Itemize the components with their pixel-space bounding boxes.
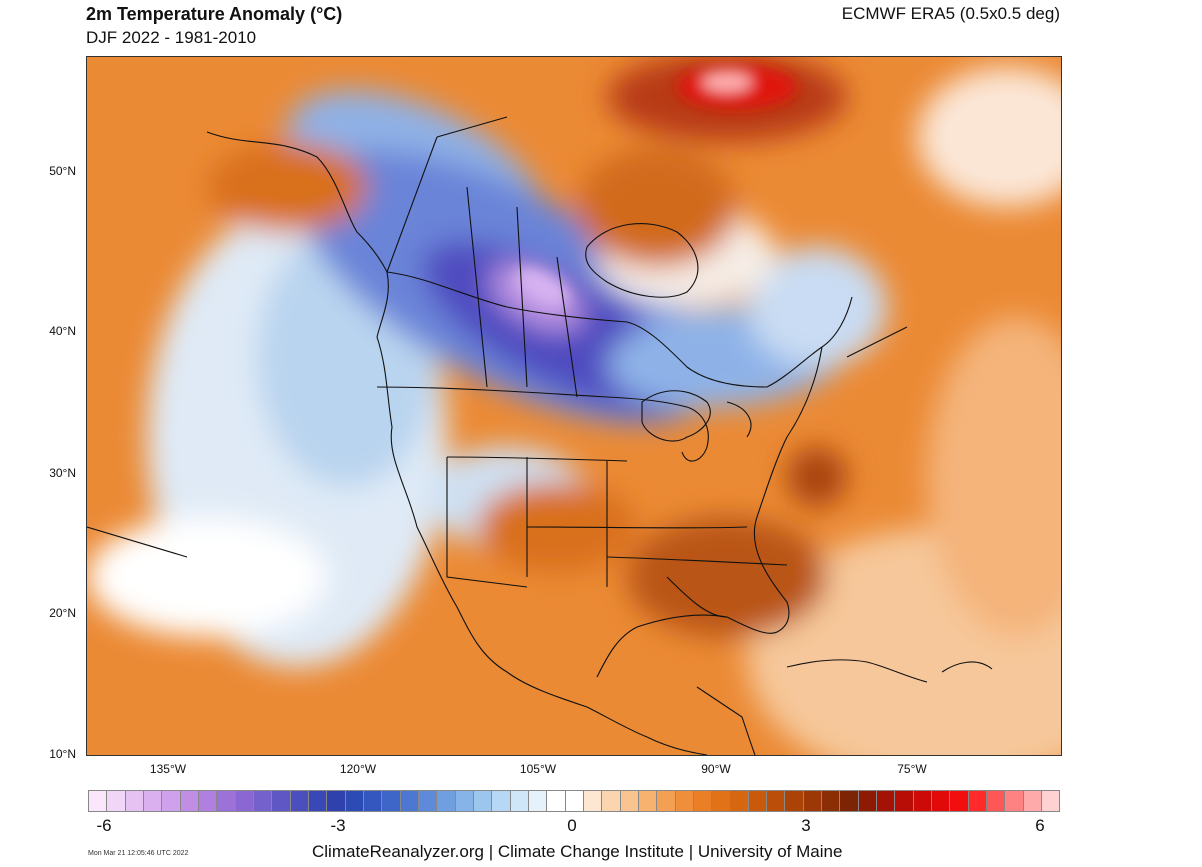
colorbar-swatch-6 <box>198 791 218 811</box>
colorbar-tick: 0 <box>567 816 577 835</box>
colorbar-tick: -3 <box>330 816 346 835</box>
colorbar-swatch-27 <box>583 791 603 811</box>
lat-label-30n: 30°N <box>49 466 76 480</box>
chart-subtitle: DJF 2022 - 1981-2010 <box>86 28 257 47</box>
lat-label-50n: 50°N <box>49 164 76 178</box>
colorbar-swatch-38 <box>785 791 804 811</box>
colorbar-swatch-5 <box>180 791 199 811</box>
colorbar-swatch-24 <box>528 791 548 811</box>
colorbar-swatch-40 <box>822 791 841 811</box>
colorbar-swatch-45 <box>913 791 933 811</box>
coastlines <box>87 116 993 755</box>
colorbar-swatch-51 <box>1023 791 1043 811</box>
colorbar-swatch-10 <box>272 791 291 811</box>
colorbar-swatch-31 <box>657 791 676 811</box>
lon-label-90w: 90°W <box>701 762 731 776</box>
colorbar-swatch-50 <box>1005 791 1024 811</box>
colorbar-swatch-52 <box>1042 791 1060 811</box>
colorbar-swatch-39 <box>803 791 823 811</box>
colorbar-swatch-19 <box>437 791 456 811</box>
colorbar-swatch-2 <box>125 791 144 811</box>
lat-label-20n: 20°N <box>49 606 76 620</box>
colorbar-swatch-42 <box>858 791 878 811</box>
colorbar-swatch-44 <box>895 791 914 811</box>
colorbar-tick: -6 <box>96 816 112 835</box>
colorbar-swatch-36 <box>748 791 768 811</box>
colorbar-swatch-21 <box>473 791 493 811</box>
colorbar-swatch-48 <box>968 791 988 811</box>
colorbar-swatch-26 <box>565 791 584 811</box>
lon-label-75w: 75°W <box>897 762 927 776</box>
colorbar-swatch-49 <box>987 791 1006 811</box>
colorbar-swatch-15 <box>363 791 383 811</box>
colorbar-swatch-25 <box>547 791 566 811</box>
anomaly-field <box>87 57 1061 755</box>
colorbar-swatch-41 <box>840 791 859 811</box>
colorbar-swatch-9 <box>253 791 273 811</box>
colorbar-tick: 6 <box>1035 816 1045 835</box>
colorbar-swatch-3 <box>143 791 163 811</box>
footer-credits: ClimateReanalyzer.org | Climate Change I… <box>312 842 843 861</box>
colorbar-swatch-7 <box>217 791 236 811</box>
colorbar-swatch-30 <box>638 791 658 811</box>
lat-label-10n: 10°N <box>49 747 76 761</box>
colorbar-swatch-32 <box>675 791 694 811</box>
lon-label-105w: 105°W <box>519 762 557 776</box>
colorbar-swatch-23 <box>510 791 529 811</box>
colorbar-swatch-17 <box>400 791 419 811</box>
colorbar-swatch-18 <box>418 791 438 811</box>
lon-label-135w: 135°W <box>149 762 187 776</box>
colorbar-swatch-16 <box>382 791 401 811</box>
data-source-label: ECMWF ERA5 (0.5x0.5 deg) <box>841 4 1060 23</box>
lat-label-40n: 40°N <box>49 324 76 338</box>
colorbar-swatch-14 <box>345 791 364 811</box>
colorbar <box>88 790 1060 812</box>
colorbar-swatch-20 <box>455 791 474 811</box>
colorbar-tick: 3 <box>801 816 811 835</box>
colorbar-swatch-13 <box>327 791 346 811</box>
colorbar-swatch-37 <box>767 791 786 811</box>
lon-label-120w: 120°W <box>339 762 377 776</box>
colorbar-swatch-0 <box>89 791 108 811</box>
colorbar-swatch-4 <box>162 791 181 811</box>
colorbar-swatch-11 <box>290 791 309 811</box>
colorbar-swatch-34 <box>712 791 731 811</box>
colorbar-swatch-33 <box>693 791 713 811</box>
colorbar-swatch-35 <box>730 791 749 811</box>
colorbar-swatch-46 <box>932 791 951 811</box>
colorbar-swatch-1 <box>107 791 126 811</box>
colorbar-swatch-47 <box>950 791 969 811</box>
colorbar-swatch-28 <box>602 791 621 811</box>
chart-title: 2m Temperature Anomaly (°C) <box>86 4 343 24</box>
anomaly-map <box>86 56 1062 756</box>
colorbar-swatch-22 <box>492 791 511 811</box>
colorbar-swatch-43 <box>877 791 896 811</box>
colorbar-swatch-29 <box>620 791 639 811</box>
colorbar-swatch-12 <box>308 791 328 811</box>
colorbar-swatch-8 <box>235 791 254 811</box>
timestamp: Mon Mar 21 12:05:46 UTC 2022 <box>88 850 189 857</box>
